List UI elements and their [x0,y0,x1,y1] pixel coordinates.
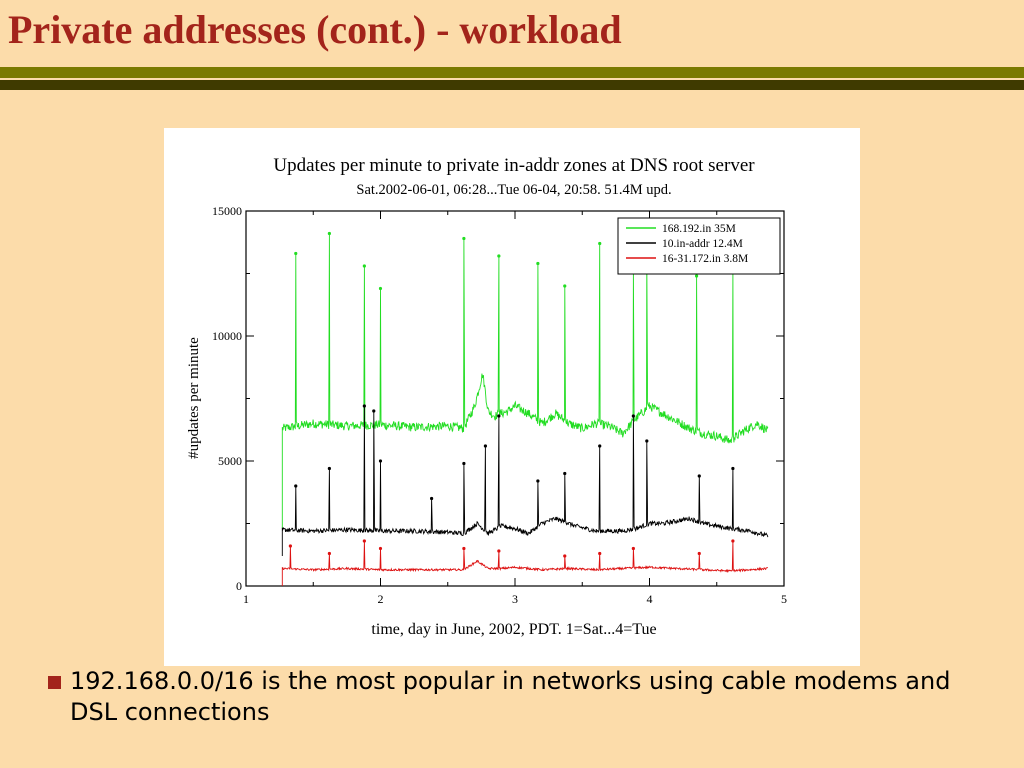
x-tick-label: 4 [647,592,653,606]
y-tick-label: 15000 [212,204,242,218]
series-3-spike-point [697,551,701,556]
series-2-spike-point [536,479,540,483]
series-2-spike-point [362,404,366,408]
series-1-spike-point [327,231,331,236]
series-1-spike-point [497,254,501,258]
series-2-spike-point [462,461,466,466]
title-underline-bar [0,67,1024,78]
series-1-spike-point [694,274,699,278]
series-2-spike-point [697,474,701,478]
x-tick-label: 1 [243,592,249,606]
line-chart: Updates per minute to private in-addr zo… [186,155,787,638]
series-3-spike-point [497,549,501,553]
series-2-spike-point [731,466,735,471]
legend-label-3: 16-31.172.in 3.8M [662,253,748,265]
series-2-spike-point [483,444,488,448]
chart-subtitle: Sat.2002-06-01, 06:28...Tue 06-04, 20:58… [356,182,671,198]
x-axis-label: time, day in June, 2002, PDT. 1=Sat...4=… [371,621,656,638]
series-1-spike-point [462,236,466,241]
series-2-spike-point [372,409,376,413]
series-1-spike-point [378,286,383,291]
series-1-spike-point [598,241,602,246]
series-1-spike-point [563,284,567,288]
series-line-3 [281,540,768,586]
series-2-spike-point [497,414,501,418]
x-tick-label: 2 [378,592,384,606]
series-3-spike-point [288,544,292,548]
chart-title: Updates per minute to private in-addr zo… [273,155,755,176]
series-2-spike-point [598,444,602,448]
series-2-spike-point [378,459,383,463]
x-tick-label: 3 [512,592,518,606]
title-underline-dark-bar [0,80,1024,90]
series-1-spike-point [536,261,540,266]
y-tick-label: 5000 [218,454,242,468]
series-3-spike-point [631,546,635,551]
series-2-spike-point [563,471,567,476]
legend-label-2: 10.in-addr 12.4M [662,238,743,250]
x-tick-label: 5 [781,592,787,606]
legend-label-1: 168.192.in 35M [662,223,736,235]
y-tick-label: 0 [236,579,242,593]
series-3-spike-point [598,551,602,556]
series-line-1 [281,233,769,529]
series-2-spike-point [430,496,434,501]
series-2-spike-point [294,484,298,488]
series-3-spike-point [327,551,331,556]
series-3-spike-point [362,539,366,543]
series-3-spike-point [563,554,567,558]
series-2-spike-point [631,414,635,418]
series-line-2 [281,405,769,556]
chart-panel: Updates per minute to private in-addr zo… [164,128,860,666]
bullet-square-icon [48,676,61,689]
y-axis-label: #updates per minute [186,337,202,459]
bullet-text: 192.168.0.0/16 is the most popular in ne… [70,667,951,726]
slide-title: Private addresses (cont.) - workload [8,7,622,52]
series-2-spike-point [327,466,331,471]
series-1-spike-point [362,264,366,268]
series-3-spike-point [731,539,735,543]
series-2-spike-point [645,439,649,443]
series-3-spike-point [462,546,466,551]
series-3-spike-point [378,546,383,551]
y-tick-label: 10000 [212,329,242,343]
series-1-spike-point [294,251,298,256]
